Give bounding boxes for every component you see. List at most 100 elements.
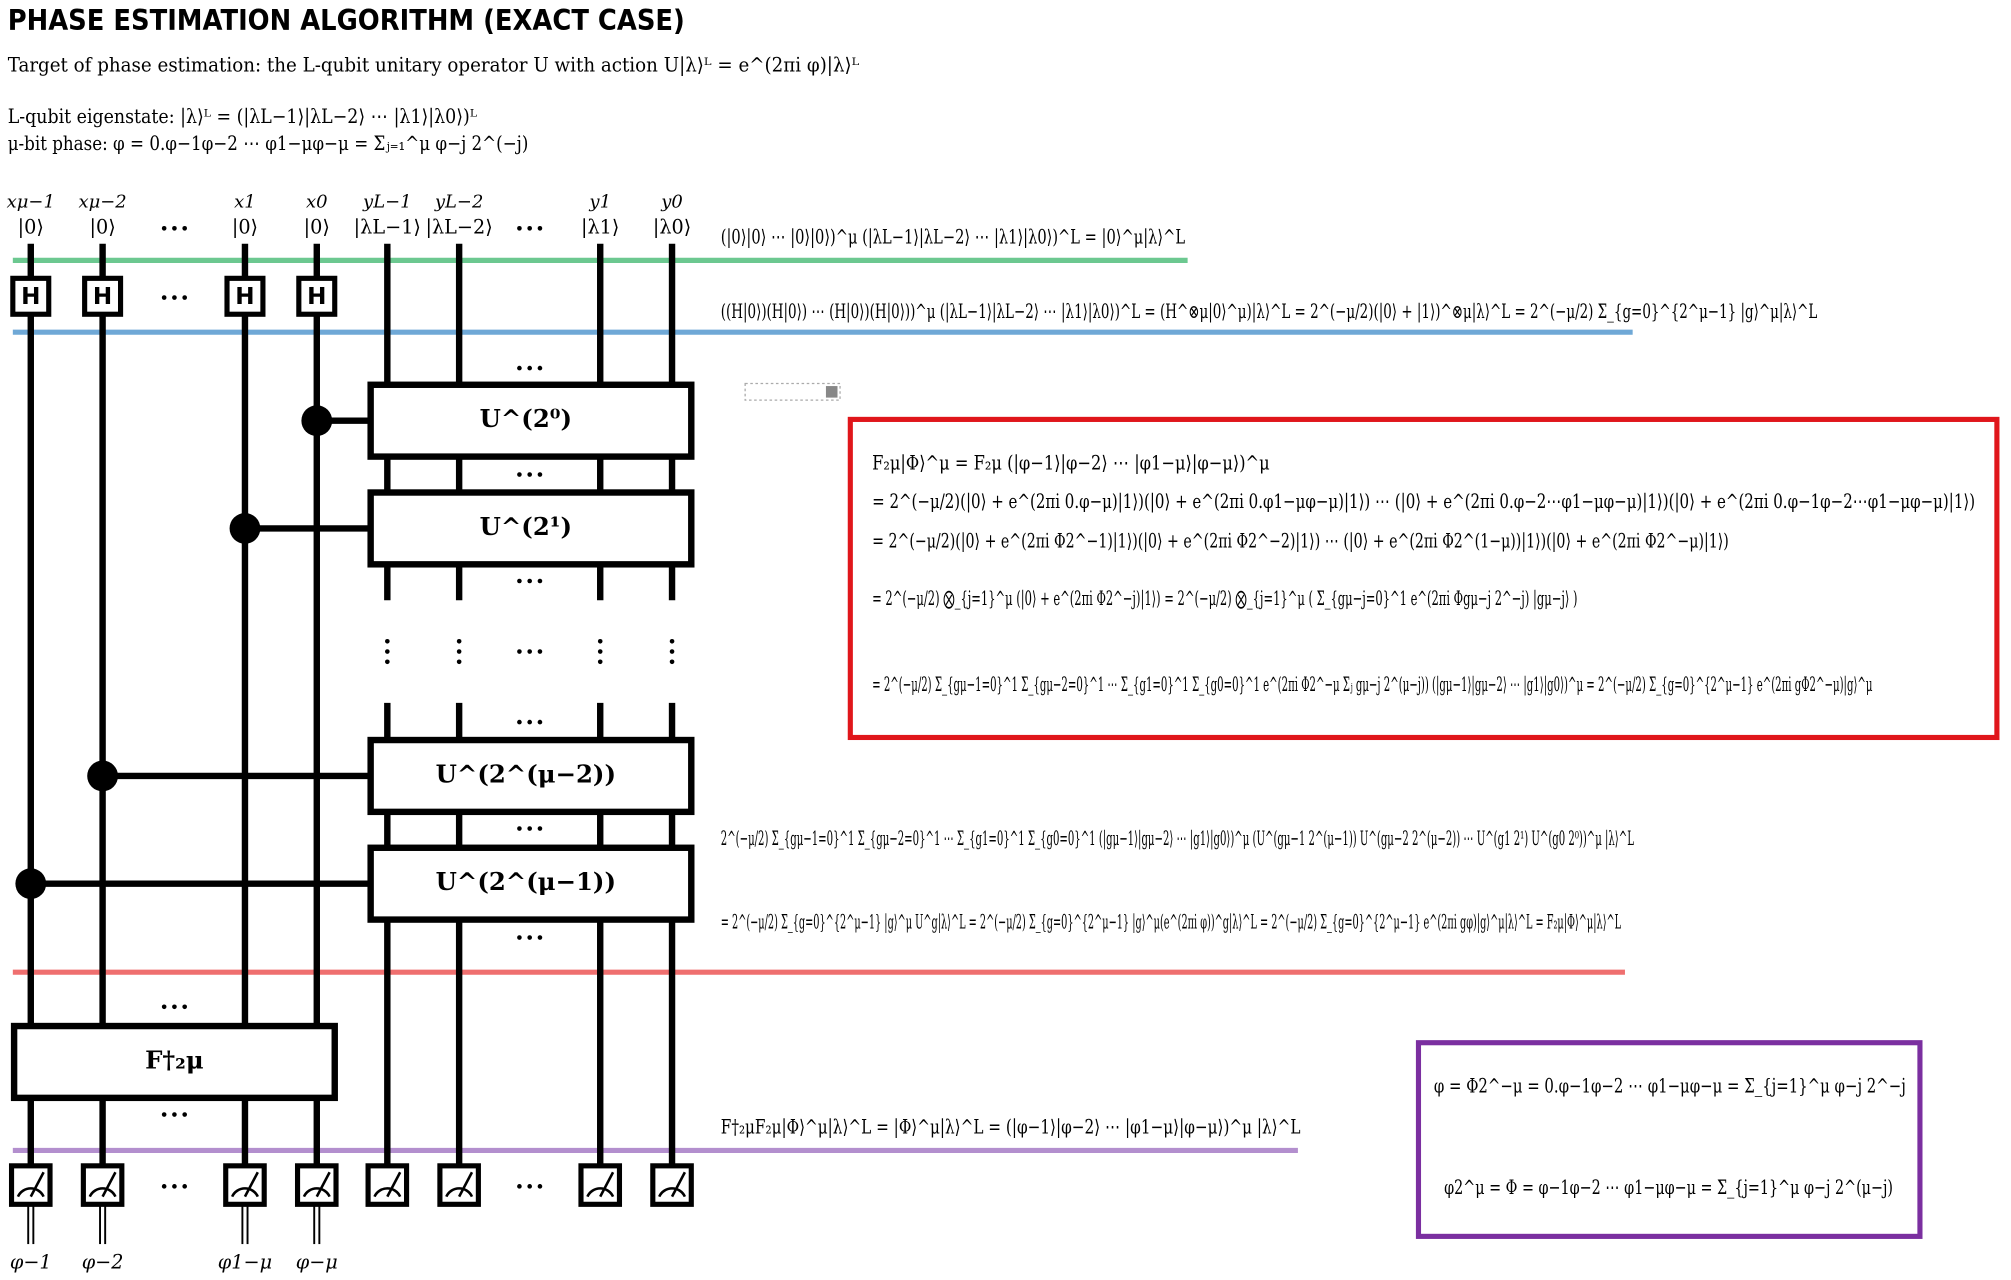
ellipsis-dot	[517, 226, 522, 231]
ellipsis-dot	[161, 295, 167, 300]
hadamard-label: H	[21, 284, 40, 310]
wire-output: φ−μ	[296, 1250, 338, 1273]
ellipsis-dot	[537, 649, 543, 654]
wire-name: y0	[660, 192, 683, 213]
equation: = 2^(−μ/2) Σ_{g=0}^{2^μ−1} |g⟩^μ U^g|λ⟩^…	[721, 910, 1621, 933]
wire-state: |0⟩	[18, 215, 44, 238]
hadamard-label: H	[235, 284, 254, 310]
wire-name: yL−2	[434, 192, 484, 213]
gate-label: U^(2^(μ−2))	[436, 759, 616, 788]
hadamard-gate	[10, 275, 52, 317]
meter-arc	[445, 1187, 474, 1198]
ellipsis-dot	[517, 649, 522, 654]
wire-name: xμ−1	[7, 192, 55, 213]
control-dot	[301, 405, 333, 437]
ellipsis-dot	[527, 472, 532, 477]
equation-box	[1415, 1040, 1923, 1239]
ellipsis-dot	[517, 365, 522, 371]
ellipsis-dot	[527, 1184, 532, 1189]
ellipsis-dot	[517, 719, 522, 725]
intro-line: Target of phase estimation: the L-qubit …	[8, 54, 860, 77]
meter	[80, 1163, 125, 1207]
wire-name: y1	[588, 192, 611, 213]
meter-needle	[670, 1171, 687, 1198]
gate-label: F†₂μ	[145, 1045, 204, 1074]
hadamard-gate	[296, 275, 338, 317]
equation: = 2^(−μ/2) ⨂_{j=1}^μ (|0⟩ + e^(2πi Φ2^−j…	[872, 587, 1577, 610]
ellipsis-dot	[456, 638, 462, 644]
equation: = 2^(−μ/2) Σ_{gμ−1=0}^1 Σ_{gμ−2=0}^1 ⋯ Σ…	[872, 673, 1872, 696]
wire-state: |λL−1⟩	[354, 215, 421, 238]
wire-state: |λ0⟩	[653, 215, 691, 238]
ellipsis-dot	[527, 826, 532, 831]
qft-gate	[10, 1022, 338, 1102]
dropdown[interactable]	[744, 382, 841, 401]
ellipsis-dot	[537, 1184, 543, 1189]
hadamard-label: H	[307, 284, 326, 310]
equation: φ = Φ2^−μ = 0.φ−1φ−2 ⋯ φ1−μφ−μ = Σ_{j=1}…	[1434, 1075, 1906, 1098]
ellipsis-dot	[172, 1112, 177, 1117]
ellipsis-dot	[597, 638, 603, 644]
ellipsis-dot	[172, 1004, 177, 1010]
wire-state: |λL−2⟩	[426, 215, 493, 238]
hadamard-gate	[224, 275, 266, 317]
equation: = 2^(−μ/2)(|0⟩ + e^(2πi Φ2^−1)|1⟩)(|0⟩ +…	[872, 530, 1729, 553]
meter	[650, 1163, 694, 1207]
meter-arc	[302, 1187, 331, 1198]
ellipsis-dot	[161, 1184, 167, 1189]
meter	[578, 1163, 623, 1207]
ellipsis-dot	[527, 935, 532, 940]
ellipsis-dot	[456, 649, 462, 654]
ellipsis-dot	[161, 1004, 167, 1010]
meter	[294, 1163, 339, 1207]
ellipsis-dot	[527, 578, 532, 584]
ellipsis-dot	[385, 638, 390, 644]
meter-arc	[16, 1187, 45, 1198]
ellipsis-dot	[385, 659, 390, 665]
ellipsis-dot	[669, 649, 675, 654]
ellipsis-dot	[182, 1112, 187, 1117]
ellipsis-dot	[537, 472, 543, 477]
meter-needle	[599, 1171, 615, 1198]
equation: 2^(−μ/2) Σ_{gμ−1=0}^1 Σ_{gμ−2=0}^1 ⋯ Σ_{…	[721, 827, 1634, 850]
ellipsis-dot	[517, 826, 522, 831]
ellipsis-dot	[669, 638, 675, 644]
ellipsis-dot	[517, 935, 522, 940]
equation: = 2^(−μ/2)(|0⟩ + e^(2πi 0.φ−μ)|1⟩)(|0⟩ +…	[872, 490, 1975, 513]
ellipsis-dot	[527, 719, 532, 725]
ellipsis-dot	[537, 578, 543, 584]
ellipsis-dot	[172, 226, 177, 231]
equation: ((H|0⟩)(H|0⟩) ⋯ (H|0⟩)(H|0⟩))^μ (|λL−1⟩|…	[721, 300, 1818, 323]
ellipsis-dot	[537, 226, 543, 231]
controlled-gate	[367, 489, 695, 568]
meter-arc	[586, 1187, 615, 1198]
ellipsis-dot	[182, 1004, 187, 1010]
wire-name: x0	[306, 192, 328, 213]
ellipsis-dot	[537, 365, 543, 371]
controlled-gate	[367, 736, 695, 816]
ellipsis-dot	[517, 1184, 522, 1189]
meter-arc	[373, 1187, 402, 1198]
wire-state: |0⟩	[90, 215, 116, 238]
title: PHASE ESTIMATION ALGORITHM (EXACT CASE)	[8, 4, 685, 37]
wire-name: x1	[234, 192, 256, 213]
hadamard-gate	[82, 275, 124, 317]
meter-needle	[386, 1171, 402, 1198]
ellipsis-dot	[527, 649, 532, 654]
gate-label: U^(2^(μ−1))	[436, 867, 616, 896]
meter-arc	[230, 1187, 259, 1198]
wire-output: φ−1	[10, 1250, 52, 1273]
ellipsis-dot	[161, 226, 167, 231]
equation: F₂μ|Φ⟩^μ = F₂μ (|φ−1⟩|φ−2⟩ ⋯ |φ1−μ⟩|φ−μ⟩…	[872, 451, 1270, 474]
ellipsis-dot	[537, 935, 543, 940]
hadamard-label: H	[93, 284, 112, 310]
intro-line: μ-bit phase: φ = 0.φ−1φ−2 ⋯ φ1−μφ−μ = Σⱼ…	[8, 132, 529, 155]
ellipsis-dot	[182, 1184, 187, 1189]
ellipsis-dot	[182, 295, 187, 300]
controlled-gate	[367, 381, 695, 460]
ellipsis-dot	[669, 659, 675, 665]
dropdown-icon[interactable]	[825, 386, 838, 398]
meter-needle	[243, 1171, 259, 1198]
meter-needle	[29, 1171, 45, 1198]
meter	[8, 1163, 53, 1207]
